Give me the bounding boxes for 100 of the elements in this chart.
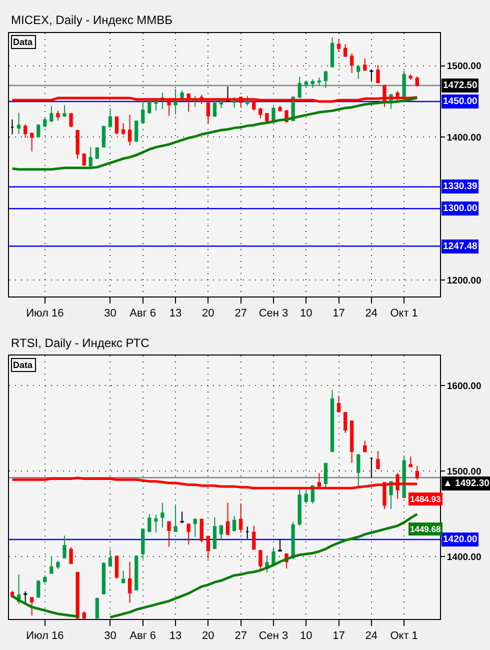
candlestick (154, 98, 158, 112)
candlestick (102, 562, 106, 596)
x-tick-label: 20 (202, 308, 214, 320)
candlestick (95, 146, 99, 160)
x-tick-label: 17 (332, 630, 345, 642)
candlestick (317, 77, 322, 86)
x-tick-label: Июл 16 (26, 630, 64, 642)
candlestick (30, 132, 34, 152)
candlestick (258, 549, 262, 570)
candlestick (363, 58, 367, 72)
candlestick (336, 395, 341, 413)
x-tick-label: Сен 3 (258, 308, 288, 320)
candlestick (246, 95, 250, 106)
candlestick (206, 535, 210, 560)
x-tick-label: 30 (104, 630, 116, 642)
candlestick (408, 456, 412, 468)
candlestick (50, 556, 54, 574)
candlestick (278, 538, 282, 552)
candlestick (154, 514, 158, 533)
x-tick-label: 13 (169, 308, 182, 320)
ref-line-label: 1450.00 (443, 96, 478, 107)
candlestick (246, 526, 250, 540)
y-tick-label: 1600.00 (446, 380, 482, 392)
candlestick (402, 455, 406, 498)
x-tick-label: 13 (169, 630, 182, 642)
annotation: Data (13, 37, 34, 47)
candlestick (76, 129, 80, 160)
candlestick (212, 100, 217, 118)
candlestick (324, 462, 328, 490)
y-tick-label: 1400.00 (446, 132, 482, 144)
candlestick (108, 108, 112, 128)
candlestick (376, 450, 380, 470)
candlestick (350, 420, 354, 464)
candlestick (376, 64, 380, 84)
candlestick (24, 124, 28, 138)
x-tick-label: 24 (365, 630, 378, 642)
candlestick (174, 88, 178, 115)
candlestick (121, 122, 126, 136)
candlestick (356, 64, 360, 80)
candlestick (186, 523, 190, 546)
candlestick (180, 511, 184, 524)
candlestick (69, 546, 73, 565)
candlestick (258, 107, 262, 119)
line-series (11, 96, 418, 171)
candlestick (114, 116, 119, 135)
candlestick (167, 520, 171, 548)
candlestick (356, 453, 360, 488)
ref-line-label: 1330.39 (443, 181, 478, 192)
candlestick (56, 560, 60, 570)
x-tick-label: 10 (300, 630, 312, 642)
candlestick (62, 535, 66, 559)
candlestick (272, 548, 276, 566)
x-tick-label: 30 (104, 308, 116, 320)
candlestick (226, 86, 230, 103)
candlestick (239, 503, 243, 534)
candlestick (265, 112, 269, 124)
y-tick-label: 1400.00 (446, 552, 482, 563)
candlestick (10, 118, 14, 135)
candlestick (343, 412, 348, 434)
candlestick (363, 440, 367, 453)
x-tick-label: 27 (234, 308, 247, 320)
candlestick (350, 52, 354, 74)
candlestick (114, 555, 119, 580)
candlestick (336, 38, 341, 52)
candlestick (95, 597, 99, 619)
candlestick (62, 104, 66, 118)
x-tick-label: 27 (234, 630, 247, 642)
ref-line-label: 1300.00 (443, 203, 478, 214)
candlestick (16, 112, 21, 135)
ref-line-label: 1420.00 (443, 534, 478, 545)
candlestick (278, 105, 282, 112)
candlestick (141, 100, 145, 124)
x-tick-label: Авг 6 (130, 308, 156, 320)
candlestick (343, 44, 348, 58)
candlestick (43, 574, 47, 584)
x-tick-label: 17 (332, 308, 345, 320)
candlestick (56, 110, 60, 121)
candlestick (219, 524, 224, 540)
candlestick (30, 596, 34, 616)
candlestick (82, 610, 86, 619)
chart-title: MICEX, Daily - Индекс ММВБ (11, 13, 173, 27)
x-tick-label: 24 (365, 308, 378, 320)
candlestick (43, 117, 47, 128)
candlestick (76, 571, 80, 619)
ref-line-label: ▲ 1492.30 (443, 478, 490, 489)
candlestick (330, 389, 334, 453)
x-tick-label: Сен 3 (258, 630, 288, 642)
candlestick (174, 504, 178, 532)
candlestick (272, 106, 276, 122)
annotation: Data (13, 360, 34, 370)
candlestick (415, 465, 419, 480)
candlestick (148, 98, 152, 114)
candlestick (212, 516, 217, 550)
y-tick-label: 1500.00 (446, 466, 482, 478)
candlestick (402, 70, 406, 98)
candlestick (298, 76, 302, 98)
candlestick (330, 36, 334, 68)
candlestick (324, 70, 328, 88)
candlestick (24, 590, 28, 604)
x-tick-label: Июл 16 (26, 308, 64, 320)
